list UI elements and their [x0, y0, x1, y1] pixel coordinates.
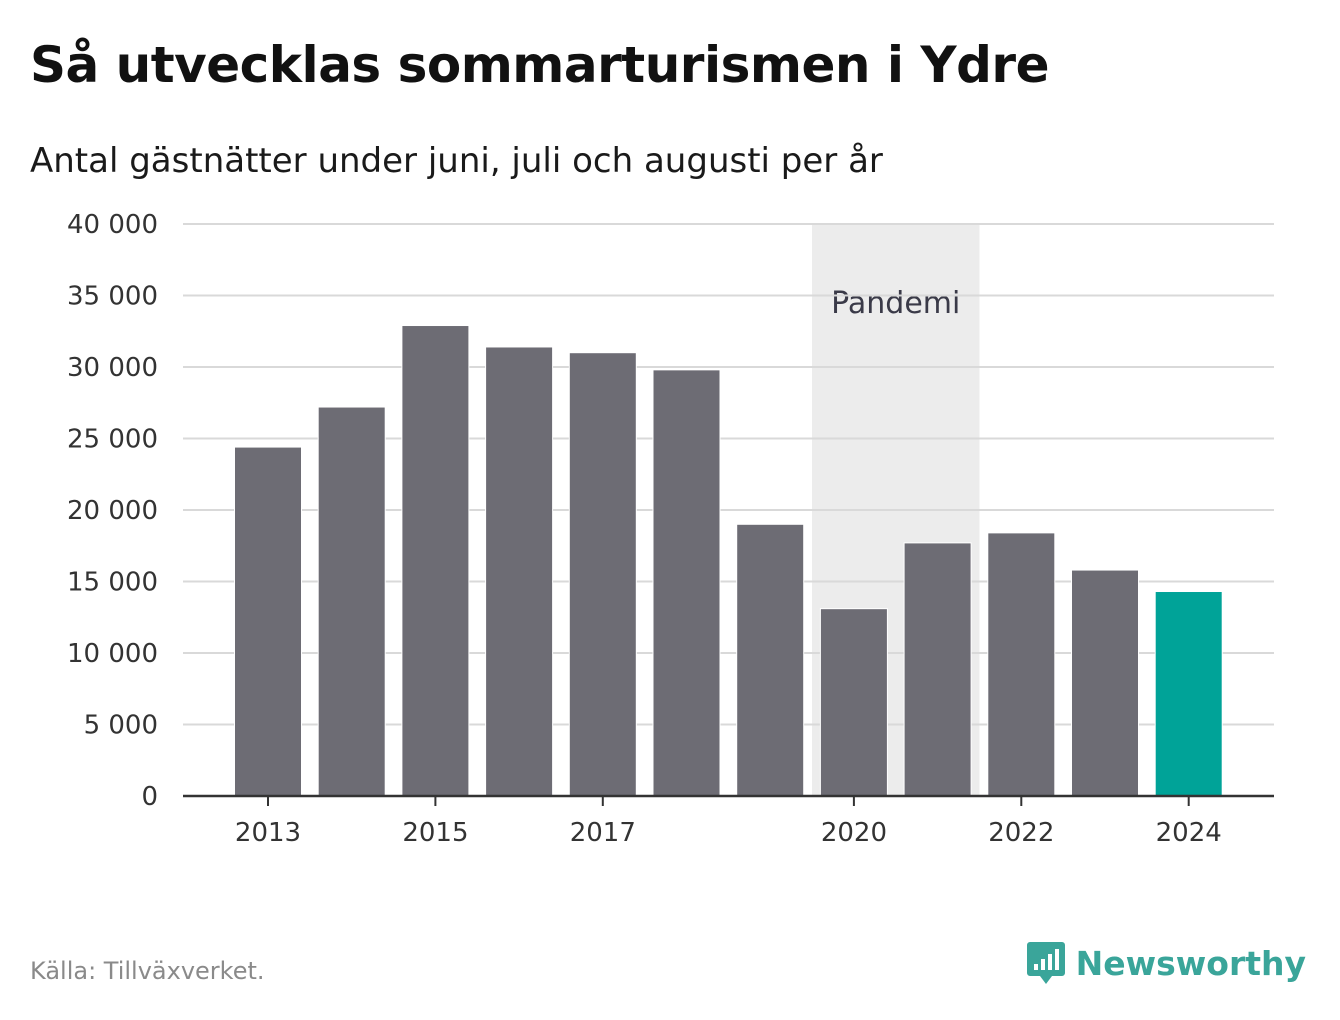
- bar-2013: [234, 446, 302, 797]
- bar-2021: [903, 542, 972, 797]
- bar-2016: [485, 346, 554, 797]
- bar-2024: [1154, 591, 1223, 797]
- y-tick-label: 35 000: [67, 282, 158, 312]
- bar-2019: [736, 523, 805, 797]
- bar-chart: Pandemi 0 5 000 10 000 15 000 20 000 25 000 30…: [67, 210, 1274, 848]
- chart-title: Så utvecklas sommarturismen i Ydre: [30, 36, 1050, 94]
- y-tick-label: 0: [141, 782, 158, 812]
- y-tick-label: 40 000: [67, 210, 158, 240]
- x-tick-label: 2022: [988, 818, 1054, 848]
- axes: [183, 794, 1274, 806]
- bar-2014: [317, 406, 386, 797]
- tick-labels: 0 5 000 10 000 15 000 20 000 25 000 30 000 35 0…: [67, 210, 1222, 848]
- x-tick-label: 2020: [821, 818, 887, 848]
- source-note: Källa: Tillväxverket.: [30, 957, 265, 985]
- bar-2020: [819, 608, 888, 797]
- bar-chart-speech-bubble-icon: [1026, 942, 1065, 984]
- bar-2015: [401, 325, 470, 797]
- y-tick-label: 5 000: [84, 711, 158, 741]
- bar-2022: [987, 532, 1056, 797]
- y-tick-label: 30 000: [67, 353, 158, 383]
- y-tick-label: 25 000: [67, 425, 158, 455]
- x-tick-label: 2015: [402, 818, 468, 848]
- x-tick-label: 2024: [1156, 818, 1222, 848]
- chart-subtitle: Antal gästnätter under juni, juli och au…: [30, 141, 883, 181]
- newsworthy-logo: Newsworthy: [1026, 940, 1306, 986]
- x-tick-label: 2017: [570, 818, 636, 848]
- brand-name: Newsworthy: [1075, 943, 1306, 983]
- pandemic-label: Pandemi: [831, 286, 960, 321]
- x-tick-label: 2013: [235, 818, 301, 848]
- bar-2023: [1071, 569, 1139, 797]
- bars: [234, 325, 1223, 797]
- y-tick-label: 10 000: [67, 639, 158, 669]
- bar-2018: [652, 369, 721, 797]
- y-tick-label: 20 000: [67, 496, 158, 526]
- bar-2017: [568, 352, 637, 797]
- y-tick-label: 15 000: [67, 568, 158, 598]
